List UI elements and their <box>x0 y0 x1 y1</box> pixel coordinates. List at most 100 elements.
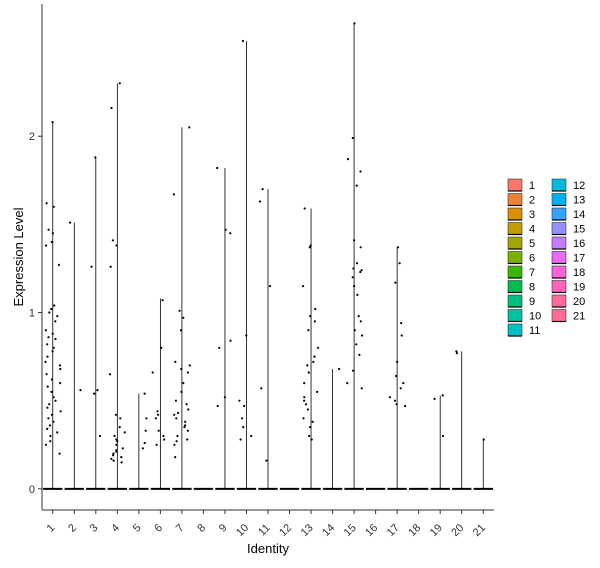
data-point-4 <box>112 452 115 455</box>
data-point-17 <box>394 281 397 284</box>
data-point-1 <box>46 385 49 388</box>
data-point-7 <box>175 440 178 443</box>
data-point-4 <box>121 447 124 450</box>
data-point-15 <box>351 276 354 279</box>
data-point-4 <box>115 443 118 446</box>
legend-label-14: 14 <box>573 209 585 221</box>
data-point-4 <box>111 239 114 242</box>
data-point-13 <box>306 364 309 367</box>
data-point-15 <box>359 170 362 173</box>
data-point-7 <box>188 126 191 129</box>
x-tick-label: 16 <box>363 522 380 539</box>
data-point-7 <box>186 429 189 432</box>
data-point-10 <box>242 426 245 429</box>
data-point-17 <box>400 334 403 337</box>
data-point-17 <box>399 387 402 390</box>
data-point-6 <box>156 410 159 413</box>
data-point-5 <box>145 417 148 420</box>
data-point-2 <box>69 221 72 224</box>
legend-label-2: 2 <box>529 195 535 207</box>
legend-swatch-6 <box>507 251 523 264</box>
legend-label-13: 13 <box>573 195 585 207</box>
x-tick-label: 21 <box>471 522 488 539</box>
data-point-6 <box>162 434 165 438</box>
data-point-13 <box>308 246 311 249</box>
data-point-7 <box>187 408 190 411</box>
legend-label-12: 12 <box>573 180 585 192</box>
data-point-4 <box>112 454 115 457</box>
data-point-13 <box>313 355 316 358</box>
legend-label-10: 10 <box>529 311 541 323</box>
legend-swatch-10 <box>507 309 523 322</box>
data-point-7 <box>176 434 179 438</box>
data-point-9 <box>223 396 226 399</box>
legend-label-19: 19 <box>573 282 585 294</box>
data-point-1 <box>45 373 48 376</box>
data-point-1 <box>51 121 54 124</box>
data-point-1 <box>59 410 62 413</box>
data-point-13 <box>314 307 317 311</box>
data-point-7 <box>180 367 183 371</box>
data-point-15 <box>360 387 363 390</box>
data-point-4 <box>114 413 117 416</box>
data-point-1 <box>50 413 54 416</box>
legend-label-9: 9 <box>529 296 535 308</box>
data-point-13 <box>311 420 314 423</box>
data-point-4 <box>115 438 118 441</box>
data-point-19 <box>441 434 445 438</box>
y-tick-label: 0 <box>29 484 35 496</box>
data-point-17 <box>395 403 398 406</box>
data-point-11 <box>265 459 268 462</box>
data-point-15 <box>355 184 358 187</box>
data-point-1 <box>56 431 59 434</box>
legend-swatch-5 <box>507 236 523 250</box>
data-point-13 <box>313 320 316 323</box>
x-tick-label: 19 <box>428 522 445 539</box>
data-point-19 <box>433 397 436 400</box>
data-point-1 <box>54 320 57 323</box>
data-point-10 <box>241 417 244 420</box>
legend-label-7: 7 <box>529 267 535 279</box>
legend-label-3: 3 <box>529 209 535 221</box>
data-point-7 <box>179 329 183 332</box>
data-point-10 <box>239 438 242 441</box>
legend-label-17: 17 <box>573 253 585 265</box>
data-point-1 <box>54 337 57 341</box>
data-point-15 <box>351 136 354 140</box>
legend-swatch-13 <box>551 193 567 206</box>
data-point-1 <box>51 350 54 353</box>
data-point-17 <box>400 322 403 325</box>
y-axis-ticks: 0 1 2 <box>29 131 42 496</box>
data-point-15 <box>353 22 356 25</box>
data-point-4 <box>110 457 113 460</box>
data-point-4 <box>115 244 118 247</box>
data-point-10 <box>250 434 253 438</box>
x-tick-label: 7 <box>174 522 187 535</box>
data-point-4 <box>120 461 123 464</box>
data-point-15 <box>346 158 350 161</box>
legend-label-8: 8 <box>529 282 535 294</box>
data-point-9 <box>224 228 227 231</box>
data-point-1 <box>49 440 52 443</box>
data-point-1 <box>58 452 61 455</box>
data-point-15 <box>359 320 362 323</box>
data-point-1 <box>46 427 49 430</box>
data-point-6 <box>157 413 160 416</box>
data-point-11 <box>258 200 261 203</box>
data-point-4 <box>108 373 112 376</box>
data-point-1 <box>44 329 48 332</box>
x-tick-label: 2 <box>66 522 79 535</box>
x-tick-label: 14 <box>320 522 337 539</box>
data-point-17 <box>396 360 399 363</box>
x-tick-label: 20 <box>449 522 466 539</box>
data-point-14 <box>338 367 341 371</box>
data-point-7 <box>184 420 187 423</box>
data-point-7 <box>175 417 178 420</box>
data-point-7 <box>174 360 177 363</box>
legend-swatch-11 <box>507 323 523 337</box>
legend-swatch-16 <box>551 236 567 250</box>
data-point-15 <box>353 239 356 242</box>
legend-swatch-7 <box>507 265 523 279</box>
data-point-2 <box>79 389 82 392</box>
